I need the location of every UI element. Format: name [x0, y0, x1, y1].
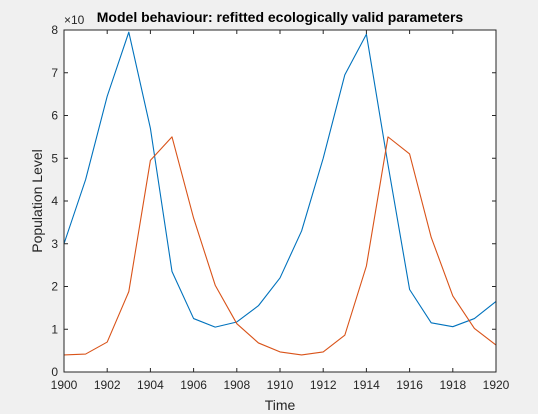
y-tick-label: 4: [51, 194, 58, 208]
x-tick-label: 1900: [51, 378, 78, 392]
x-tick-label: 1908: [223, 378, 250, 392]
x-tick-label: 1920: [483, 378, 510, 392]
y-tick-label: 3: [51, 237, 58, 251]
y-tick-label: 5: [51, 151, 58, 165]
y-tick-label: 8: [51, 23, 58, 37]
plot-background: [64, 30, 496, 372]
x-tick-label: 1916: [396, 378, 423, 392]
y-axis-label: Population Level: [29, 149, 45, 253]
y-axis-ticks: 0 1 2 3 4 5 6 7 8: [51, 23, 496, 379]
y-tick-label: 2: [51, 280, 58, 294]
series-line-2: [63, 136, 497, 356]
x-tick-label: 1904: [137, 378, 164, 392]
y-tick-label: 6: [51, 109, 58, 123]
x-tick-label: 1910: [267, 378, 294, 392]
y-exponent-label: ×10: [64, 13, 85, 27]
x-tick-label: 1902: [94, 378, 121, 392]
x-axis-label: Time: [265, 397, 296, 413]
x-tick-label: 1914: [353, 378, 380, 392]
y-tick-label: 7: [51, 66, 58, 80]
series-line-1: [63, 31, 497, 328]
chart-title: Model behaviour: refitted ecologically v…: [97, 9, 464, 25]
x-tick-label: 1906: [180, 378, 207, 392]
y-tick-label: 1: [51, 322, 58, 336]
y-tick-label: 0: [51, 365, 58, 379]
x-axis-ticks: 1900 1902 1904 1906 1908 1910 1912 1914 1916 1918…: [51, 30, 510, 392]
x-tick-label: 1918: [439, 378, 466, 392]
x-tick-label: 1912: [310, 378, 337, 392]
series-layer: [63, 31, 497, 356]
